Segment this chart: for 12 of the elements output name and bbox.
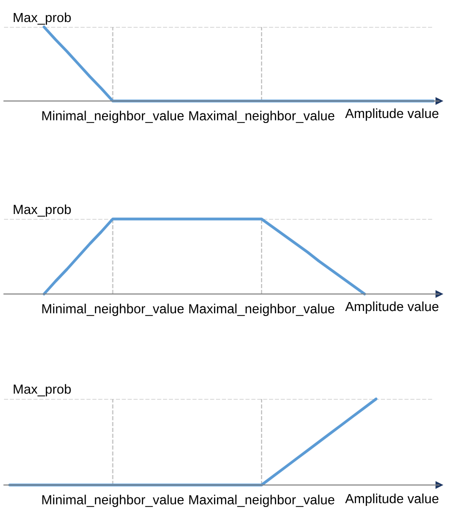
text: Max_prob — [14, 204, 71, 217]
x-tick-label: Maximal_neighbor_value — [189, 110, 334, 124]
x-tick-label: Maximal_neighbor_value — [189, 494, 334, 508]
x-tick-label: Minimal_neighbor_value — [42, 304, 184, 316]
x-axis-title: Amplitude value — [345, 494, 438, 506]
x-tick-label: Minimal_neighbor_value — [42, 110, 184, 124]
x-tick-label: Minimal_neighbor_value — [42, 494, 184, 508]
text: Max_prob — [14, 384, 71, 396]
x-tick-label: Maximal_neighbor_value — [189, 304, 334, 316]
x-axis-title: Amplitude value — [345, 302, 438, 314]
x-axis-title: Amplitude value — [345, 108, 438, 121]
text: Max_prob — [14, 12, 71, 25]
